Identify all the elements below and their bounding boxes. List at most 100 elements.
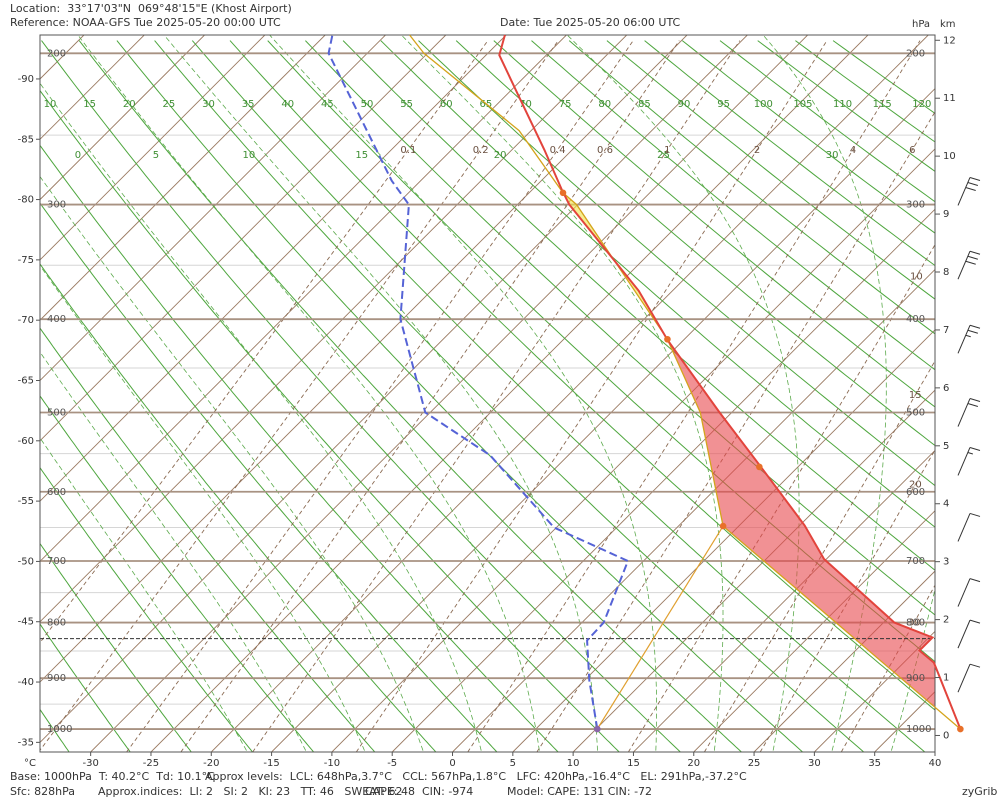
footer-base: Base: 1000hPa T: 40.2°C Td: 10.1°C <box>10 770 215 783</box>
dry-adiabat-label: 30 <box>202 99 215 110</box>
dry-adiabat-label: 80 <box>598 99 611 110</box>
isotherm <box>0 35 84 752</box>
credit: zyGrib <box>962 785 997 798</box>
pressure-label-right: 700 <box>906 556 925 567</box>
x-tick-label: 15 <box>627 758 640 769</box>
dry-adiabat-label: 60 <box>440 99 453 110</box>
dry-adiabat <box>0 41 69 752</box>
pressure-label-right: 300 <box>906 200 925 211</box>
x-tick-label: 20 <box>687 758 700 769</box>
barb <box>970 579 980 582</box>
footer-model: Model: CAPE: 131 CIN: -72 <box>507 785 652 798</box>
barb <box>968 330 978 333</box>
dry-adiabat-label: 35 <box>242 99 255 110</box>
wind-barb <box>958 664 980 692</box>
left-tick-label: -60 <box>18 436 34 447</box>
barb-staff <box>958 251 970 279</box>
level-marker <box>957 726 964 733</box>
left-tick-label: -40 <box>18 677 34 688</box>
wind-barb <box>958 579 980 607</box>
barb <box>968 404 978 407</box>
mixing-ratio-label: 0.2 <box>473 145 489 156</box>
pressure-label-left: 300 <box>47 200 66 211</box>
dry-adiabat-label: 25 <box>162 99 175 110</box>
dry-adiabat-label: 90 <box>678 99 691 110</box>
footer-indices: Approx.indices: LI: 2 SI: 2 KI: 23 TT: 4… <box>98 785 403 798</box>
km-tick-label: 8 <box>943 267 949 278</box>
left-tick-label: -45 <box>18 617 34 628</box>
barb-staff <box>958 399 970 427</box>
x-tick-label: -30 <box>82 758 98 769</box>
km-tick-label: 9 <box>943 209 949 220</box>
moist-adiabat-label: 20 <box>494 150 507 161</box>
x-tick-label: 40 <box>929 758 942 769</box>
barb-staff <box>958 579 970 607</box>
dry-adiabat <box>0 41 8 752</box>
barb-staff <box>958 513 970 541</box>
barb <box>968 182 978 185</box>
barb-staff <box>958 177 970 205</box>
barb <box>970 513 980 516</box>
half-barb <box>968 452 973 454</box>
pressure-label-left: 400 <box>47 314 66 325</box>
mixing-ratio-label: 2 <box>754 145 760 156</box>
km-tick-label: 1 <box>943 673 949 684</box>
barb-staff <box>958 325 970 353</box>
moist-adiabat-label: 0 <box>75 150 81 161</box>
mixing-ratio-label: 15 <box>909 390 922 401</box>
barb <box>970 325 980 328</box>
barb <box>970 399 980 402</box>
footer-levels: Approx levels: LCL: 648hPa,3.7°C CCL: 56… <box>205 770 747 783</box>
location: Location: 33°17'03"N 069°48'15"E (Khost … <box>10 2 292 15</box>
km-tick-label: 2 <box>943 615 949 626</box>
pressure-label-right: 1000 <box>906 724 931 735</box>
wind-barb <box>958 325 980 353</box>
pressure-label-right: 600 <box>906 487 925 498</box>
barb <box>970 251 980 254</box>
x-axis-label: °C <box>24 758 36 769</box>
pressure-label-right: 800 <box>906 618 925 629</box>
mixing-ratio-label: 0.6 <box>597 145 613 156</box>
dry-adiabat-label: 55 <box>400 99 413 110</box>
moist-adiabat-label: 15 <box>355 150 368 161</box>
pressure-label-left: 800 <box>47 618 66 629</box>
dry-adiabat <box>0 41 497 752</box>
pressure-label-left: 1000 <box>47 724 72 735</box>
dry-adiabat-label: 45 <box>321 99 334 110</box>
x-tick-label: 0 <box>449 758 455 769</box>
wind-barb <box>958 447 980 475</box>
isotherm <box>30 35 747 752</box>
pressure-label-right: 900 <box>906 673 925 684</box>
moist-adiabat <box>78 35 540 751</box>
km-tick-label: 10 <box>943 151 956 162</box>
barb <box>968 256 978 259</box>
date: Date: Tue 2025-05-20 06:00 UTC <box>500 16 681 29</box>
dry-adiabat-label: 40 <box>281 99 294 110</box>
left-tick-label: -65 <box>18 375 34 386</box>
wind-barb <box>958 620 980 648</box>
pressure-unit: hPa <box>912 19 930 30</box>
x-tick-label: 10 <box>567 758 580 769</box>
dry-adiabat-label: 95 <box>717 99 730 110</box>
isotherm <box>573 35 1000 752</box>
pressure-label-left: 900 <box>47 673 66 684</box>
isotherm <box>0 35 627 752</box>
pressure-label-right: 200 <box>906 48 925 59</box>
barb <box>966 187 976 190</box>
dry-adiabat-label: 85 <box>638 99 651 110</box>
pressure-label-left: 500 <box>47 408 66 419</box>
dry-adiabat-label: 15 <box>83 99 96 110</box>
dry-adiabat <box>0 41 314 752</box>
dry-adiabat-label: 10 <box>44 99 57 110</box>
mixing-ratio-line <box>628 41 1000 752</box>
dry-adiabat-label: 20 <box>123 99 136 110</box>
left-tick-label: -55 <box>18 496 34 507</box>
km-tick-label: 12 <box>943 35 956 46</box>
half-barb <box>966 335 971 337</box>
dry-adiabat <box>0 41 130 752</box>
isotherm <box>0 35 325 752</box>
x-tick-label: 25 <box>748 758 761 769</box>
barb-staff <box>958 620 970 648</box>
barb <box>970 447 980 450</box>
